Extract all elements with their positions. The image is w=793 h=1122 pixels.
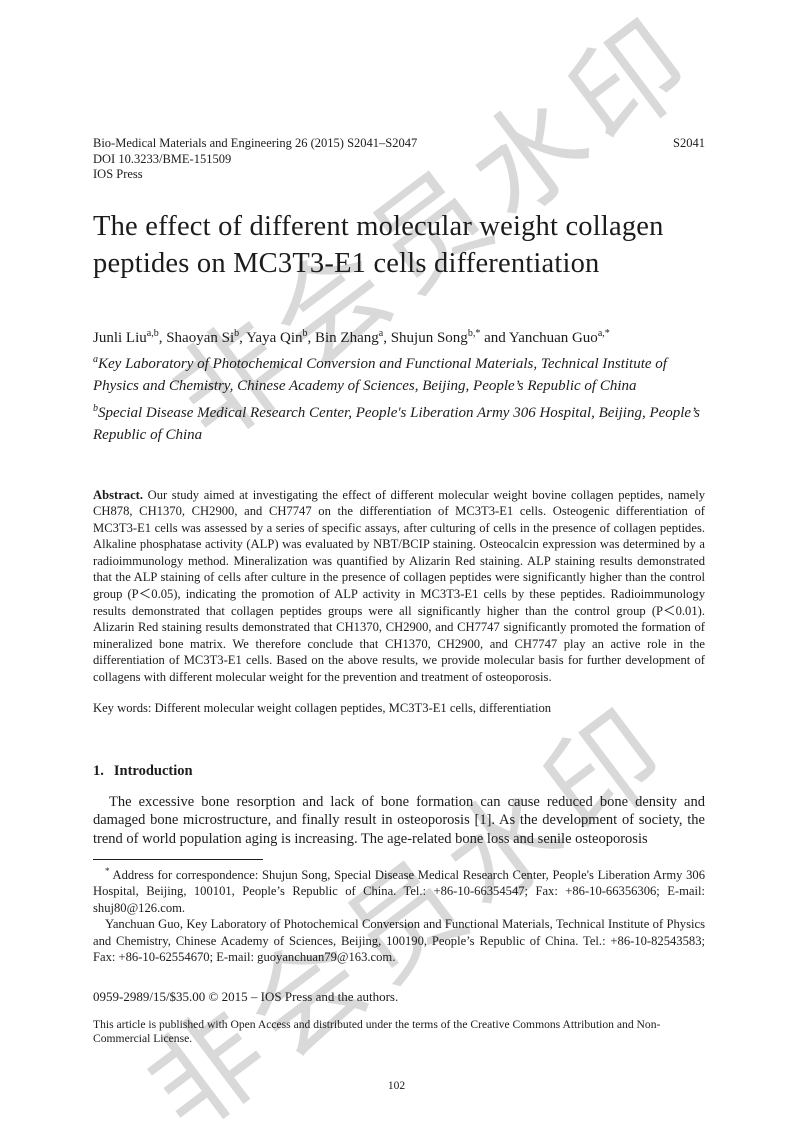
affiliation-line: aKey Laboratory of Photochemical Convers…	[93, 353, 667, 395]
keywords-label: Key words:	[93, 700, 152, 715]
correspondence-footnote-text: Address for correspondence: Shujun Song,…	[93, 868, 705, 915]
affiliation-marker: b	[93, 402, 98, 414]
author-affiliation-marker: b	[234, 327, 240, 339]
publisher-name: IOS Press	[93, 167, 143, 181]
section-title: Introduction	[113, 763, 193, 780]
author-affiliation-marker: a,*	[597, 327, 610, 339]
correspondence-footnote: * Address for correspondence: Shujun Son…	[93, 863, 705, 916]
author-affiliation-marker: a	[378, 327, 384, 339]
doi-line: DOI 10.3233/BME-151509	[93, 151, 232, 166]
author-affiliation-marker: b,*	[467, 327, 481, 339]
second-footnote: Yanchuan Guo, Key Laboratory of Photoche…	[93, 917, 705, 965]
journal-header: Bio-Medical Materials and Engineering 26…	[93, 136, 705, 183]
author-line: Junli Liua,b, Shaoyan Sib, Yaya Qinb, Bi…	[93, 327, 610, 346]
keywords-text: Different molecular weight collagen pept…	[151, 700, 552, 715]
author-name: Yanchuan Guo	[508, 329, 598, 346]
abstract-text: Our study aimed at investigating the eff…	[93, 487, 705, 685]
footnote-marker: *	[105, 865, 110, 876]
keywords-line: Key words: Different molecular weight co…	[93, 700, 705, 717]
section-heading-introduction: 1. Introduction	[93, 762, 705, 780]
author-affiliation-marker: a,b	[146, 327, 159, 339]
author-name: Shaoyan Si	[166, 329, 235, 346]
affiliation-marker: a	[93, 353, 98, 365]
license-line: This article is published with Open Acce…	[93, 1018, 661, 1046]
copyright-line: 0959-2989/15/$35.00 © 2015 – IOS Press a…	[93, 989, 399, 1005]
abstract-label: Abstract.	[93, 487, 144, 502]
journal-citation: Bio-Medical Materials and Engineering 26…	[93, 136, 418, 150]
page-number: 102	[387, 1080, 406, 1092]
page-content: Bio-Medical Materials and Engineering 26…	[93, 0, 705, 1046]
author-name: Bin Zhang	[315, 329, 379, 346]
author-name: Yaya Qin	[246, 329, 303, 346]
intro-paragraph: The excessive bone resorption and lack o…	[93, 794, 705, 847]
running-page-ref: S2041	[673, 136, 705, 150]
footnote-divider	[93, 858, 263, 860]
affiliations: aKey Laboratory of Photochemical Convers…	[93, 349, 705, 447]
section-number: 1.	[93, 763, 104, 780]
affiliation-line: bSpecial Disease Medical Research Center…	[93, 402, 700, 444]
author-affiliation-marker: b	[302, 327, 308, 339]
journal-header-left: Bio-Medical Materials and Engineering 26…	[93, 136, 417, 183]
abstract-block: Abstract. Our study aimed at investigati…	[93, 487, 705, 686]
author-name: Junli Liu	[93, 329, 147, 346]
author-name: Shujun Song	[390, 329, 468, 346]
article-title: The effect of different molecular weight…	[93, 210, 664, 279]
